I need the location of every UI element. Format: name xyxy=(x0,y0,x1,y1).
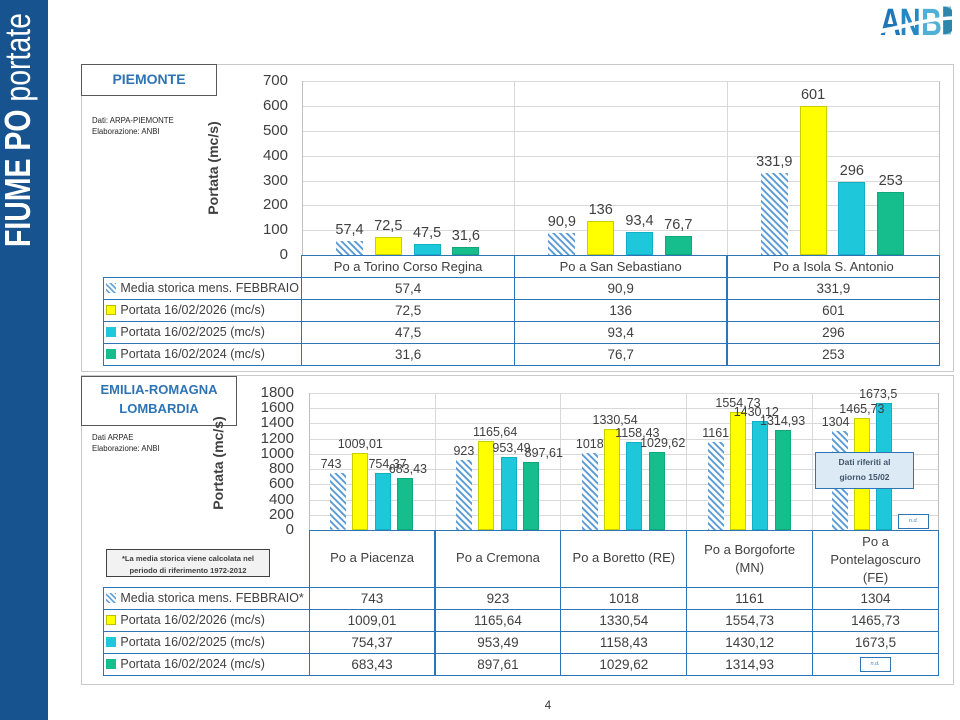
svg-text:N: N xyxy=(900,4,921,37)
